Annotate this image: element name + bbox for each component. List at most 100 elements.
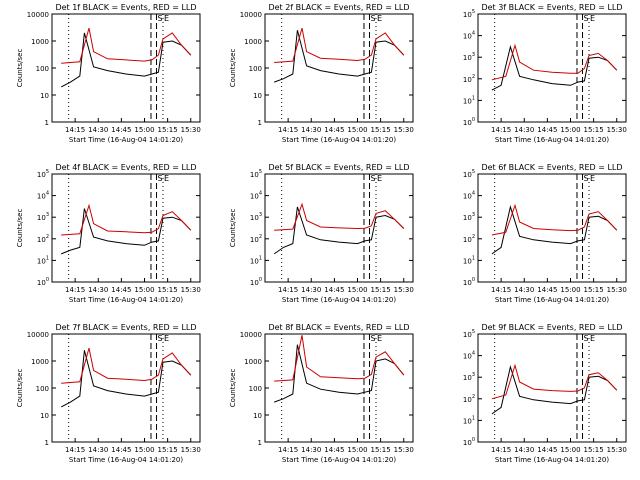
x-tick-label: 14:15: [491, 446, 511, 454]
x-tick-label: 14:45: [111, 286, 131, 294]
y-tick-label: 100: [249, 385, 262, 393]
marker-label: S: [584, 174, 589, 183]
y-axis-label: Counts/sec: [16, 209, 24, 248]
chart-panel-5: Det 5f BLACK = Events, RED = LLD 100 101 10…: [229, 163, 414, 304]
y-tick-label: 10: [40, 412, 49, 420]
x-tick-label: 15:00: [560, 126, 580, 134]
x-tick-label: 15:30: [181, 286, 201, 294]
chart-title: Det 1f BLACK = Events, RED = LLD: [55, 3, 196, 12]
plot-frame: [264, 333, 414, 443]
y-tick-label: 103: [250, 212, 262, 222]
x-tick-label: 15:15: [158, 286, 178, 294]
x-tick-label: 15:00: [134, 286, 154, 294]
x-tick-label: 15:00: [347, 126, 367, 134]
x-tick-label: 14:30: [88, 286, 108, 294]
marker-label: S: [371, 174, 376, 183]
series-line-red: [61, 203, 192, 236]
x-tick-label: 15:00: [347, 286, 367, 294]
y-tick-label: 103: [37, 212, 49, 222]
plot-frame: [51, 173, 201, 283]
series-line-black: [491, 45, 618, 91]
x-tick-label: 14:45: [324, 286, 344, 294]
x-tick-label: 15:15: [371, 286, 391, 294]
x-tick-label: 14:15: [278, 126, 298, 134]
x-tick-label: 15:15: [584, 126, 604, 134]
marker-label: E: [164, 174, 169, 183]
y-tick-label: 10000: [27, 11, 49, 19]
y-tick-label: 101: [250, 255, 262, 265]
x-tick-label: 14:30: [514, 126, 534, 134]
y-tick-label: 10: [253, 92, 262, 100]
y-tick-label: 1000: [244, 358, 262, 366]
series-line-black: [491, 204, 618, 255]
y-tick-label: 1000: [244, 38, 262, 46]
plot-frame: [51, 333, 201, 443]
y-tick-label: 104: [463, 31, 475, 41]
chart-panel-6: Det 6f BLACK = Events, RED = LLD 100 101 10…: [463, 163, 627, 304]
y-tick-label: 100: [36, 385, 49, 393]
x-tick-label: 15:15: [371, 446, 391, 454]
x-tick-label: 15:00: [560, 286, 580, 294]
y-tick-label: 10000: [240, 11, 262, 19]
y-tick-label: 1: [258, 439, 262, 447]
x-tick-label: 15:30: [181, 126, 201, 134]
series-line-black: [61, 208, 192, 255]
x-axis-label: Start Time (16-Aug-04 14:01:20): [495, 456, 609, 464]
chart-title: Det 5f BLACK = Events, RED = LLD: [268, 163, 409, 172]
marker-label: E: [590, 174, 595, 183]
x-tick-label: 14:15: [278, 286, 298, 294]
x-axis-label: Start Time (16-Aug-04 14:01:20): [69, 136, 183, 144]
chart-panel-7: Det 7f BLACK = Events, RED = LLD 1 10 100 10…: [16, 323, 201, 464]
y-tick-label: 105: [463, 169, 475, 179]
marker-label: S: [584, 14, 589, 23]
x-tick-label: 14:15: [65, 446, 85, 454]
marker-label: S: [158, 174, 163, 183]
chart-panel-1: Det 1f BLACK = Events, RED = LLD 1 10 100 10…: [16, 3, 201, 144]
y-tick-label: 105: [463, 329, 475, 339]
x-axis-label: Start Time (16-Aug-04 14:01:20): [495, 136, 609, 144]
x-axis-label: Start Time (16-Aug-04 14:01:20): [69, 456, 183, 464]
x-tick-label: 14:15: [65, 286, 85, 294]
series-line-black: [273, 206, 405, 255]
y-tick-label: 100: [37, 277, 49, 287]
x-tick-label: 14:30: [301, 126, 321, 134]
x-tick-label: 14:30: [88, 126, 108, 134]
series-line-red: [274, 202, 405, 231]
marker-label: S: [158, 14, 163, 23]
y-tick-label: 102: [250, 234, 262, 244]
y-tick-label: 10000: [240, 331, 262, 339]
marker-label: E: [377, 334, 382, 343]
x-tick-label: 14:45: [537, 126, 557, 134]
marker-label: E: [590, 334, 595, 343]
y-tick-label: 100: [249, 65, 262, 73]
marker-label: S: [371, 334, 376, 343]
y-axis-label: Counts/sec: [229, 49, 237, 88]
series-line-black: [60, 350, 192, 408]
x-tick-label: 14:15: [278, 446, 298, 454]
x-axis-label: Start Time (16-Aug-04 14:01:20): [282, 456, 396, 464]
y-tick-label: 100: [36, 65, 49, 73]
y-tick-label: 10: [40, 92, 49, 100]
marker-label: S: [371, 14, 376, 23]
x-axis-label: Start Time (16-Aug-04 14:01:20): [282, 296, 396, 304]
chart-panel-2: Det 2f BLACK = Events, RED = LLD 1 10 100 10…: [229, 3, 414, 144]
x-tick-label: 14:30: [514, 286, 534, 294]
series-line-red: [491, 43, 618, 81]
chart-title: Det 7f BLACK = Events, RED = LLD: [55, 323, 196, 332]
x-tick-label: 14:45: [324, 126, 344, 134]
y-tick-label: 100: [463, 437, 475, 447]
marker-label: E: [590, 14, 595, 23]
y-tick-label: 100: [463, 117, 475, 127]
x-tick-label: 15:30: [394, 446, 414, 454]
plot-frame: [477, 333, 627, 443]
marker-label: S: [584, 334, 589, 343]
y-tick-label: 101: [463, 255, 475, 265]
marker-label: E: [377, 14, 382, 23]
chart-panel-9: Det 9f BLACK = Events, RED = LLD 100 101 10…: [463, 323, 627, 464]
x-tick-label: 14:15: [65, 126, 85, 134]
chart-title: Det 9f BLACK = Events, RED = LLD: [481, 323, 622, 332]
y-tick-label: 104: [463, 191, 475, 201]
y-tick-label: 1: [258, 119, 262, 127]
x-tick-label: 15:15: [158, 126, 178, 134]
x-tick-label: 14:30: [301, 446, 321, 454]
